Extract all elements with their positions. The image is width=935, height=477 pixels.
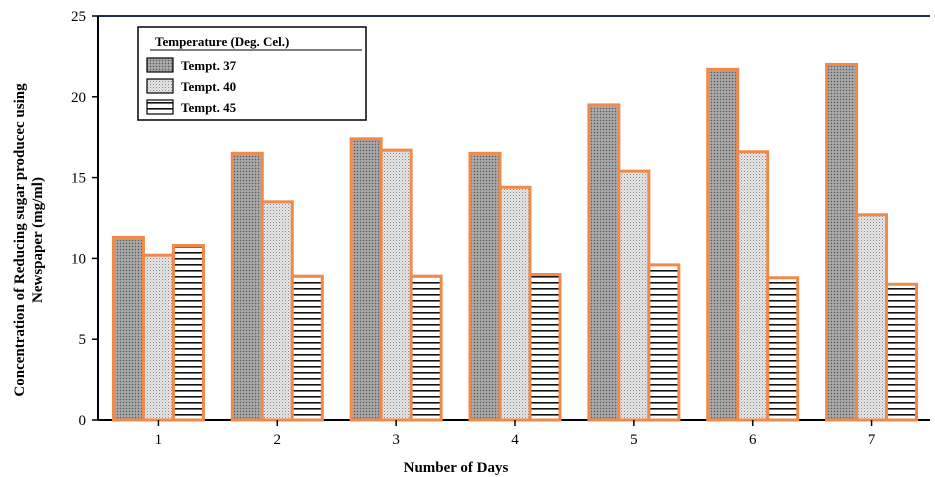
legend-title: Temperature (Deg. Cel.) (155, 34, 289, 49)
bar-tempt-37-day-3 (349, 137, 383, 422)
x-tick-label: 7 (868, 432, 876, 448)
bar-tempt-40-day-2 (260, 200, 294, 422)
legend-entry-label: Tempt. 45 (181, 100, 237, 115)
legend-items: Tempt. 37 Tempt. 40 Tempt. 45 (146, 57, 237, 115)
bar-tempt-40-day-6 (736, 150, 770, 422)
y-tick-label: 25 (71, 9, 86, 25)
plot-area: 0 5 10 15 20 25 1 2 3 4 5 6 7 (71, 9, 930, 448)
y-axis-label: Concentration of Reducing sugar producec… (12, 83, 46, 397)
legend-entry-label: Tempt. 37 (181, 58, 237, 73)
y-tick-label: 20 (71, 90, 86, 106)
x-axis-ticks: 1 2 3 4 5 6 7 (155, 420, 876, 448)
bar-tempt-45-day-2 (290, 274, 324, 422)
legend-swatch (146, 57, 174, 73)
legend-swatch (146, 99, 174, 115)
x-tick-label: 5 (630, 432, 638, 448)
x-tick-label: 1 (155, 432, 163, 448)
legend-entry-label: Tempt. 40 (181, 79, 236, 94)
bar-tempt-40-day-5 (617, 169, 651, 422)
bar-tempt-45-day-6 (766, 276, 800, 422)
y-tick-label: 15 (71, 171, 86, 187)
bar-tempt-37-day-2 (230, 151, 264, 422)
bar-tempt-40-day-4 (498, 185, 532, 422)
bar-tempt-45-day-5 (647, 263, 681, 422)
bar-tempt-37-day-6 (706, 67, 740, 422)
bar-tempt-37-day-4 (468, 151, 502, 422)
bar-tempt-45-day-7 (885, 282, 919, 422)
x-tick-label: 4 (511, 432, 519, 448)
bar-tempt-45-day-1 (171, 243, 205, 422)
y-axis-ticks: 0 5 10 15 20 25 (71, 9, 98, 429)
x-axis-label: Number of Days (404, 460, 509, 476)
bars-group (111, 62, 919, 422)
y-tick-label: 5 (79, 332, 87, 348)
bar-tempt-40-day-3 (379, 148, 413, 422)
bar-tempt-37-day-7 (825, 62, 859, 422)
x-tick-label: 2 (274, 432, 282, 448)
bar-tempt-45-day-3 (409, 274, 443, 422)
y-tick-label: 0 (79, 413, 87, 429)
y-tick-label: 10 (71, 251, 86, 267)
legend-box (137, 26, 367, 121)
bar-tempt-40-day-1 (141, 253, 175, 422)
bar-tempt-37-day-1 (111, 235, 145, 422)
bar-tempt-45-day-4 (528, 273, 562, 422)
y-axis-label-line-1: Concentration of Reducing sugar producec… (12, 83, 28, 397)
legend-swatch (146, 78, 174, 94)
y-axis-label-line-2: Newspaper (mg/ml) (30, 177, 46, 303)
x-tick-label: 6 (749, 432, 757, 448)
bar-tempt-40-day-7 (855, 213, 889, 422)
legend: Temperature (Deg. Cel.) Tempt. 37Tempt. … (137, 26, 367, 121)
x-tick-label: 3 (392, 432, 400, 448)
bar-tempt-37-day-5 (587, 103, 621, 422)
